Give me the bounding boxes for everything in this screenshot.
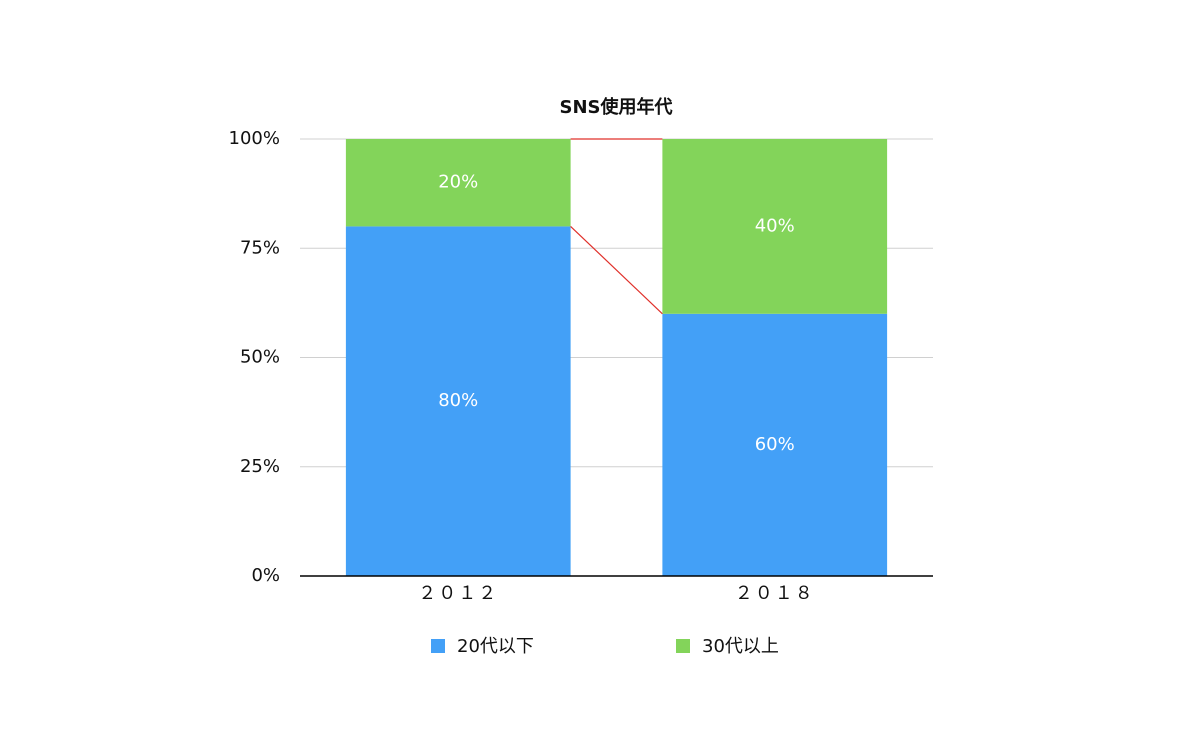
x-tick-label: ２０１２: [418, 583, 498, 604]
bar-segment: [345, 139, 571, 227]
connector-line: [570, 225, 663, 315]
legend-label: 20代以下: [457, 636, 534, 657]
y-tick-label: 100%: [229, 128, 280, 149]
y-tick-label: 50%: [240, 347, 280, 368]
x-tick-label: ２０１８: [735, 583, 815, 604]
legend-swatch: [676, 639, 690, 653]
legend-label: 30代以上: [702, 636, 779, 657]
bar-segment: [662, 313, 888, 576]
bar-segment: [345, 226, 571, 576]
data-label: 80%: [438, 390, 478, 411]
y-tick-label: 0%: [251, 565, 280, 586]
y-tick-label: 25%: [240, 456, 280, 477]
bar-segment: [662, 139, 888, 314]
legend-swatch: [431, 639, 445, 653]
data-label: 40%: [755, 215, 795, 236]
chart-title: SNS使用年代: [560, 96, 673, 118]
y-tick-label: 75%: [240, 237, 280, 258]
data-label: 60%: [755, 434, 795, 455]
data-label: 20%: [438, 172, 478, 193]
